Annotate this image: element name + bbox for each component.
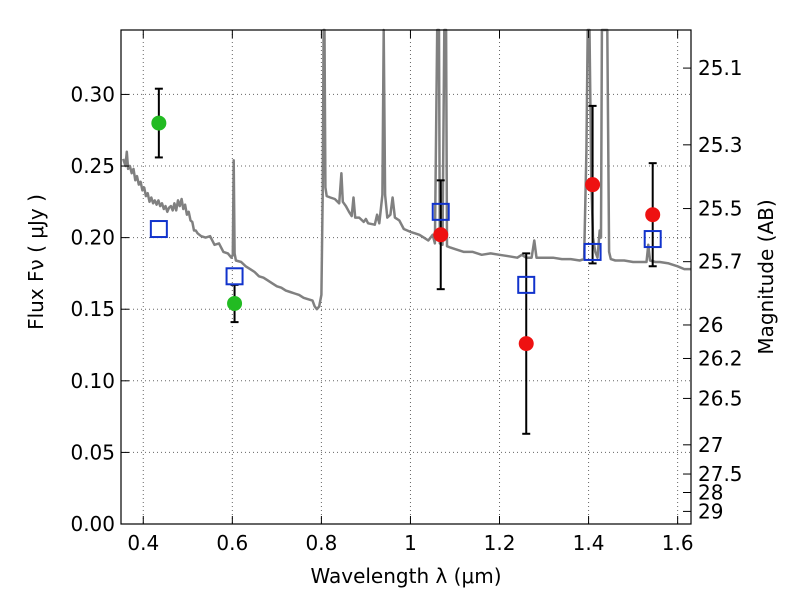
magnitude-tick-label: 26.2 xyxy=(698,346,743,370)
blue-model-square xyxy=(225,267,244,286)
blue-model-square xyxy=(517,275,536,294)
grid xyxy=(121,30,691,525)
magnitude-tick-label: 27.5 xyxy=(698,462,743,486)
y-tick-label: 0.30 xyxy=(70,82,115,106)
y-tick-label: 0.00 xyxy=(70,512,115,536)
x-tick-label: 1.6 xyxy=(662,531,694,555)
y-tick-label: 0.10 xyxy=(70,369,115,393)
y-tick-label: 0.20 xyxy=(70,226,115,250)
x-tick-label: 0.4 xyxy=(127,531,159,555)
blue-model-square xyxy=(583,242,602,261)
x-tick-label: 1 xyxy=(404,531,417,555)
blue-model-square xyxy=(149,220,168,239)
red-data-point xyxy=(585,177,601,193)
data-markers xyxy=(149,115,662,352)
magnitude-tick-label: 25.1 xyxy=(698,56,743,80)
spectrum-line xyxy=(122,28,691,311)
model-spectrum xyxy=(122,28,691,311)
magnitude-tick-label: 25.3 xyxy=(698,133,743,157)
x-axis-label: Wavelength λ (μm) xyxy=(310,564,501,588)
green-data-point xyxy=(151,115,167,131)
red-data-point xyxy=(433,227,449,243)
x-tick-label: 0.8 xyxy=(305,531,337,555)
x-tick-label: 0.6 xyxy=(216,531,248,555)
magnitude-tick-label: 25.5 xyxy=(698,197,743,221)
magnitude-tick-label: 25.7 xyxy=(698,250,743,274)
plot-frame xyxy=(120,29,692,525)
y-tick-label: 0.15 xyxy=(70,297,115,321)
red-data-point xyxy=(645,207,661,223)
red-data-point xyxy=(518,336,534,352)
axes: 0.4 0.6 0.8 1 1.2 1.4 1.6 0.00 0.05 0.10 0.15 0.20 0… xyxy=(70,30,743,555)
blue-model-square xyxy=(431,202,450,221)
magnitude-tick-label: 27 xyxy=(698,433,723,457)
x-tick-label: 1.2 xyxy=(484,531,516,555)
x-tick-label: 1.4 xyxy=(573,531,605,555)
y-tick-label: 0.25 xyxy=(70,154,115,178)
y2-axis-label: Magnitude (AB) xyxy=(754,199,778,354)
magnitude-tick-label: 26 xyxy=(698,313,723,337)
magnitude-tick-label: 28 xyxy=(698,480,723,504)
magnitude-tick-label: 26.5 xyxy=(698,386,743,410)
green-data-point xyxy=(227,295,243,311)
y-tick-label: 0.05 xyxy=(70,440,115,464)
magnitude-tick-label: 29 xyxy=(698,499,723,523)
y-axis-label: Flux Fν ( μJy ) xyxy=(24,194,48,330)
blue-model-square xyxy=(643,230,662,249)
